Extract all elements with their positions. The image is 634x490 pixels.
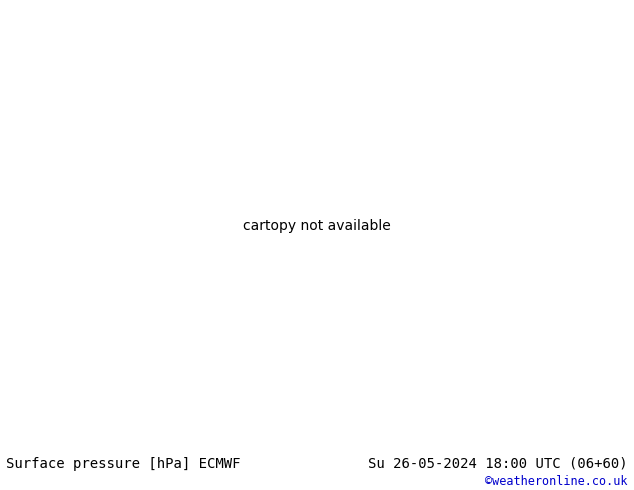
Text: cartopy not available: cartopy not available [243,219,391,233]
Text: Surface pressure [hPa] ECMWF: Surface pressure [hPa] ECMWF [6,457,241,470]
Text: Su 26-05-2024 18:00 UTC (06+60): Su 26-05-2024 18:00 UTC (06+60) [368,457,628,470]
Text: ©weatheronline.co.uk: ©weatheronline.co.uk [485,475,628,488]
